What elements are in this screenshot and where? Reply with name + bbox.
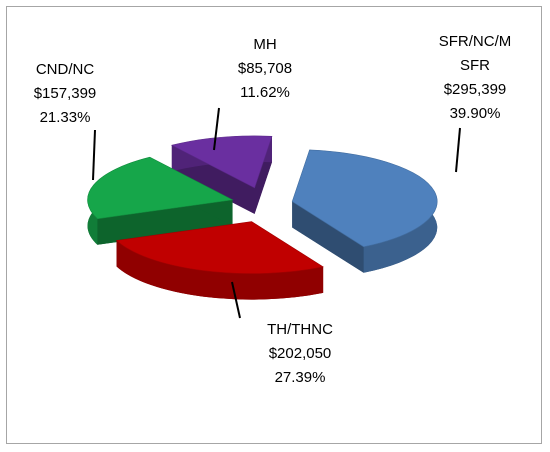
percent-label: 39.90%: [449, 105, 501, 122]
value-label: $202,050: [268, 345, 332, 362]
slice-wall: [292, 201, 364, 273]
data-label: TH/THNC $202,050 27.39%: [245, 318, 355, 390]
percent-label: 11.62%: [240, 84, 290, 101]
data-label: CND/NC $157,399 21.33%: [10, 58, 120, 130]
leader-line: [92, 129, 96, 181]
leader-line: [455, 127, 461, 173]
pie-slice: [170, 135, 273, 189]
category-label: SFR/NC/M SFR: [438, 33, 512, 74]
pie-slice: [87, 156, 234, 220]
slice-wall: [97, 199, 233, 245]
slice-group: [87, 156, 234, 245]
category-label: CND/NC: [35, 61, 95, 78]
data-label: MH $85,708 11.62%: [210, 33, 320, 105]
slice-group: [291, 149, 438, 273]
percent-label: 27.39%: [274, 369, 326, 386]
percent-label: 21.33%: [39, 109, 91, 126]
leader-line: [231, 281, 241, 319]
category-label: TH/THNC: [267, 321, 333, 338]
slice-side: [116, 240, 324, 300]
chart-frame: [6, 6, 542, 444]
value-label: $85,708: [237, 60, 293, 77]
value-label: $295,399: [443, 81, 507, 98]
category-label: MH: [253, 36, 277, 53]
slice-group: [115, 221, 324, 300]
pie-slice: [115, 221, 324, 274]
pie-slice: [291, 149, 438, 248]
slice-group: [170, 135, 273, 214]
data-label: SFR/NC/M SFR $295,399 39.90%: [430, 30, 520, 126]
value-label: $157,399: [33, 85, 97, 102]
leader-line: [213, 107, 220, 151]
